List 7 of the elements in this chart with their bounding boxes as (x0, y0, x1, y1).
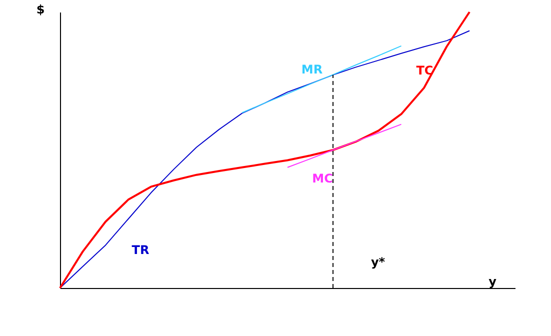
series-label: TR (132, 243, 150, 258)
series-label: TC (416, 64, 434, 78)
series-label: MR (301, 62, 323, 77)
series-label: MC (312, 171, 334, 186)
x-axis-title: y (488, 274, 497, 288)
y-axis-title: $ (36, 2, 45, 16)
annotation: y* (370, 255, 386, 269)
